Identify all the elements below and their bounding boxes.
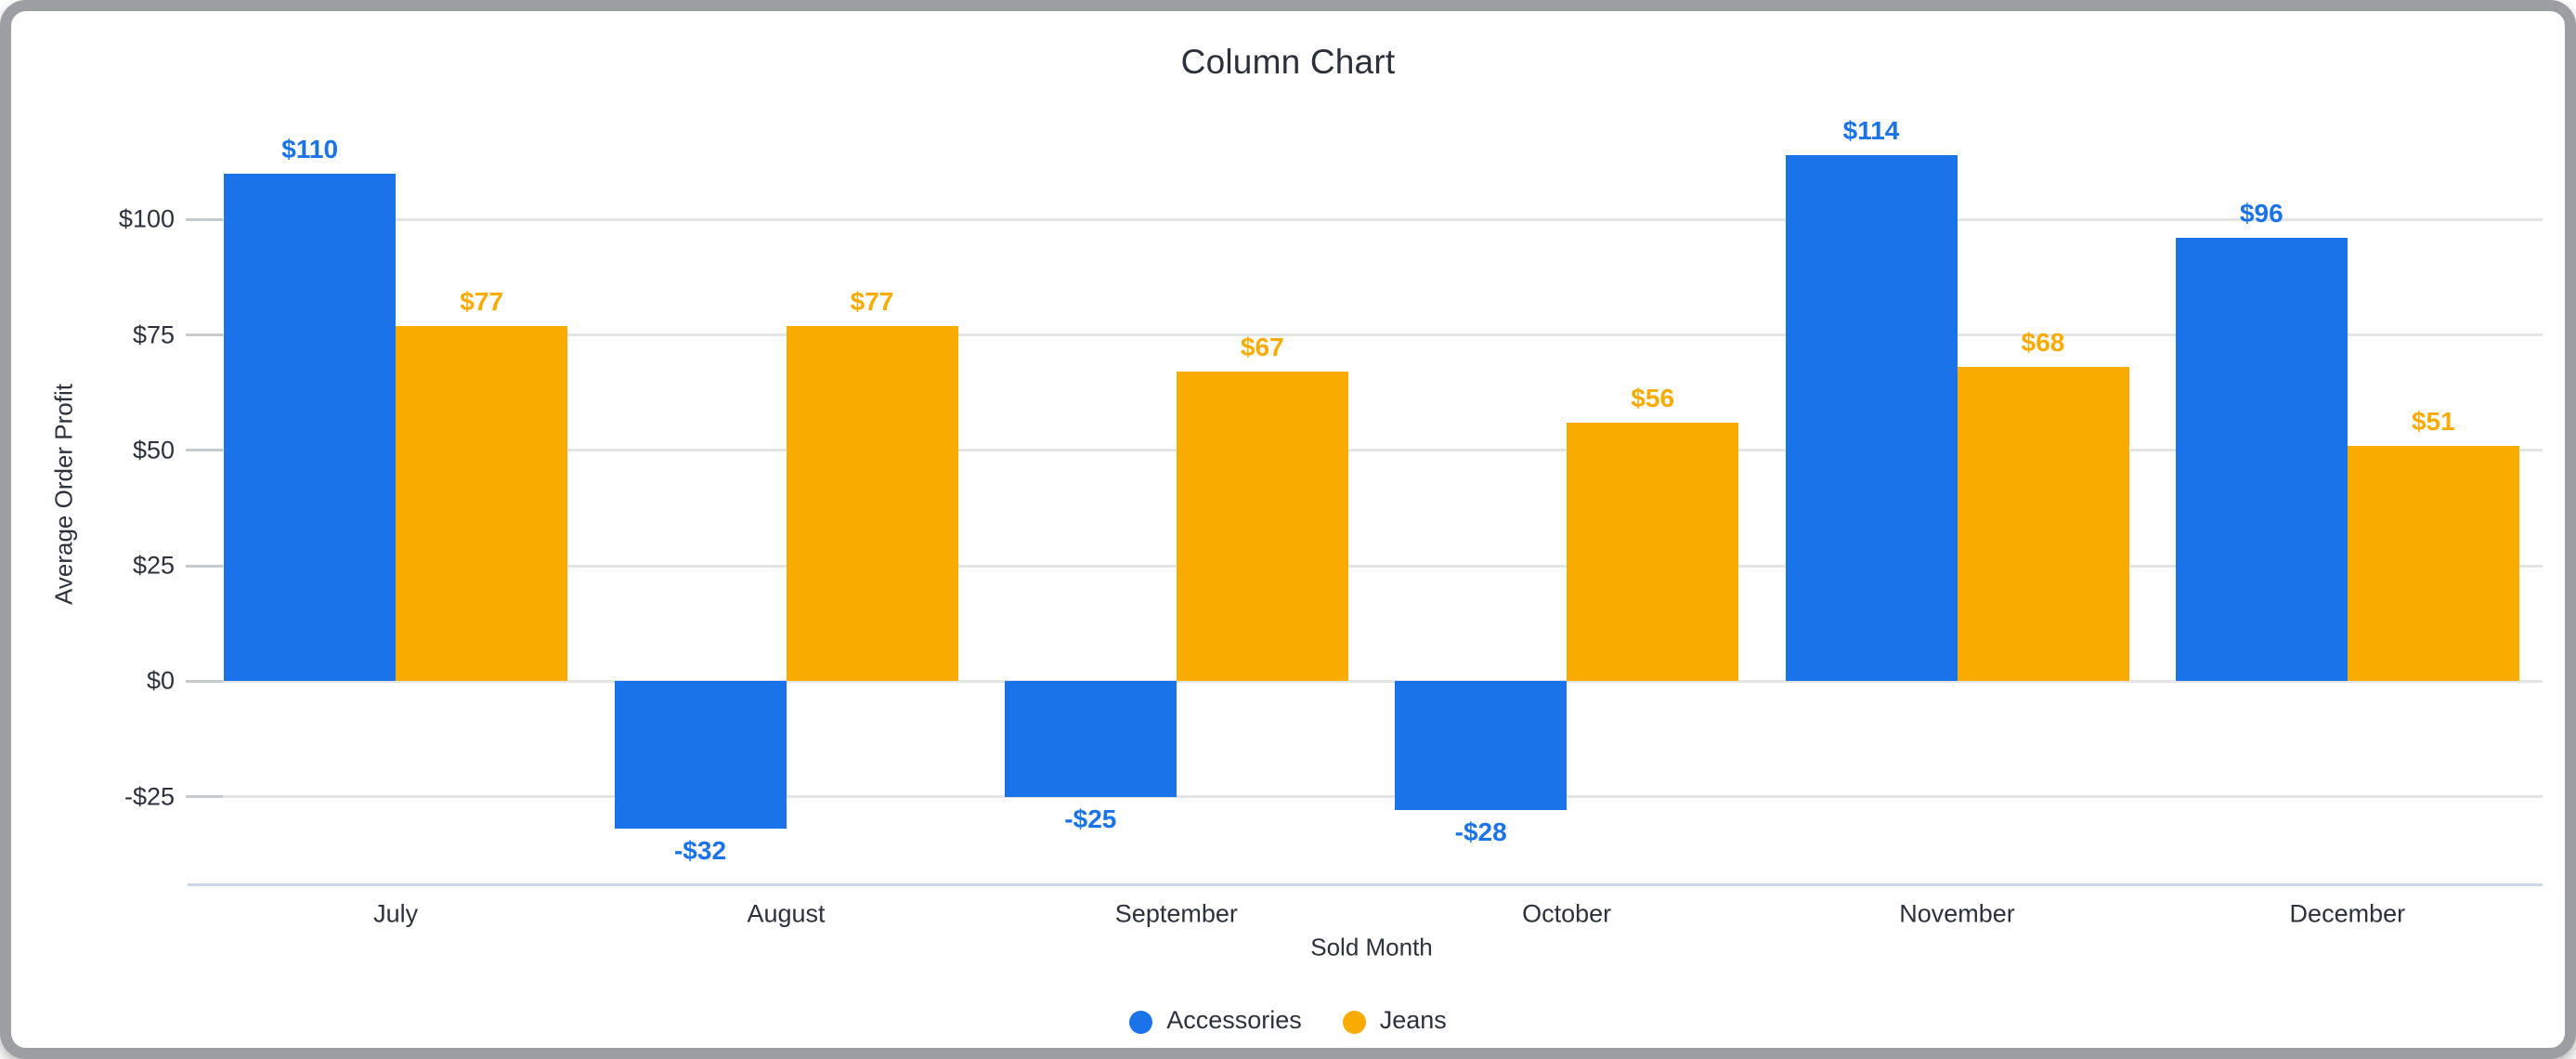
legend-dot-icon (1342, 1011, 1366, 1034)
bar-accessories-october[interactable] (1395, 681, 1568, 811)
bar-value-label: $67 (1240, 333, 1284, 362)
bar-value-label: -$25 (1064, 804, 1117, 833)
bar-jeans-july[interactable] (396, 325, 568, 682)
x-axis-line (188, 882, 2543, 886)
y-axis-tick-label: $50 (132, 436, 175, 464)
gridline (188, 449, 2543, 452)
bar-value-label: $110 (281, 134, 339, 163)
bar-value-label: $77 (850, 286, 894, 316)
x-axis-category-label: August (747, 899, 826, 928)
y-axis-tickmark (186, 217, 223, 221)
y-axis-tickmark (186, 564, 223, 568)
bar-value-label: $68 (2021, 328, 2065, 358)
y-axis-tick-label: $100 (118, 204, 175, 233)
y-axis-tick-label: $0 (146, 666, 175, 695)
y-axis-tick-label: -$25 (124, 782, 175, 811)
bar-jeans-november[interactable] (1957, 367, 2129, 682)
x-axis-category-label: October (1522, 899, 1612, 928)
legend: Accessories Jeans (11, 1006, 2565, 1037)
bar-jeans-october[interactable] (1567, 422, 1739, 682)
legend-label: Accessories (1166, 1006, 1302, 1034)
x-axis-title: Sold Month (1310, 933, 1433, 961)
bar-jeans-december[interactable] (2347, 445, 2519, 682)
gridline (188, 679, 2543, 683)
bar-accessories-july[interactable] (224, 173, 397, 682)
y-axis-title: Average Order Profit (49, 384, 78, 605)
x-axis-category-label: July (373, 899, 419, 928)
y-axis-tickmark (186, 449, 223, 452)
y-axis-tickmark (186, 679, 223, 683)
bar-accessories-august[interactable] (614, 681, 787, 830)
legend-dot-icon (1129, 1011, 1153, 1034)
y-axis-tick-label: $75 (132, 320, 175, 349)
bar-accessories-november[interactable] (1785, 154, 1958, 682)
bar-accessories-september[interactable] (1004, 681, 1177, 797)
bar-jeans-august[interactable] (786, 325, 958, 682)
gridline (188, 564, 2543, 568)
plot-area: $100 $75 $50 $25 $0 -$25 $110 $77 July -$32 $77 Aug… (11, 11, 2565, 1048)
bar-value-label: $114 (1842, 115, 1900, 145)
bar-value-label: -$32 (673, 836, 727, 866)
bar-value-label: $77 (460, 286, 504, 316)
bar-value-label: $56 (1631, 383, 1675, 412)
chart-title: Column Chart (1180, 43, 1396, 81)
gridline (188, 333, 2543, 337)
bar-jeans-september[interactable] (1176, 372, 1348, 682)
legend-label: Jeans (1379, 1006, 1447, 1034)
legend-item-jeans[interactable]: Jeans (1342, 1006, 1447, 1037)
gridline (188, 217, 2543, 221)
y-axis-tick-label: $25 (132, 551, 175, 580)
x-axis-category-label: September (1114, 899, 1238, 928)
bar-value-label: $51 (2411, 406, 2455, 436)
bar-value-label: $96 (2239, 199, 2283, 229)
x-axis-category-label: December (2289, 899, 2406, 928)
bar-accessories-december[interactable] (2175, 238, 2348, 682)
x-axis-category-label: November (1899, 899, 2015, 928)
legend-item-accessories[interactable]: Accessories (1129, 1006, 1302, 1037)
bar-value-label: -$28 (1454, 817, 1507, 847)
gridline (188, 795, 2543, 799)
y-axis-tickmark (186, 333, 223, 337)
y-axis-tickmark (186, 795, 223, 799)
